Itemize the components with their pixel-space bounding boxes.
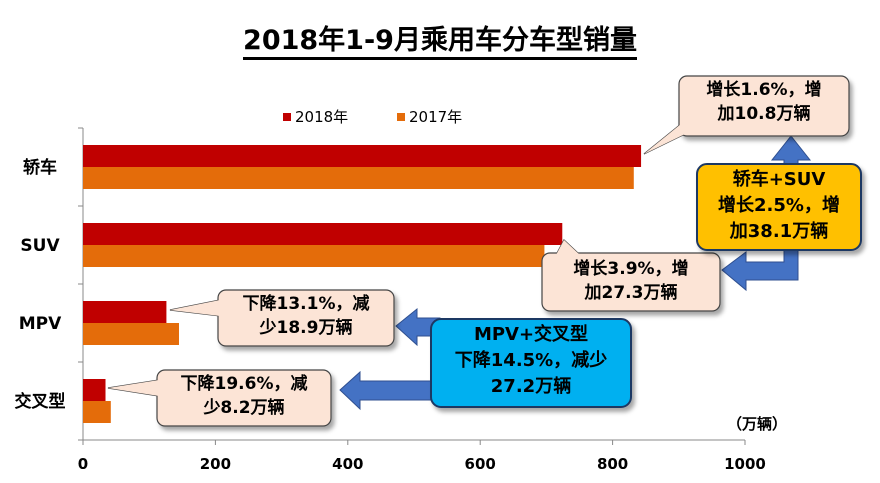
- bar-2017-1: [83, 245, 545, 267]
- chart-title: 2018年1-9月乘用车分车型销量: [0, 18, 880, 60]
- bar-2017-3: [83, 401, 111, 423]
- legend-item-2017: 2017年: [397, 106, 462, 127]
- bar-2018-2: [83, 301, 167, 323]
- callout-cross-shape: [107, 369, 332, 427]
- unit-label: （万辆）: [727, 415, 788, 433]
- arrow-left-cross: [339, 370, 441, 411]
- legend-item-2018: 2018年: [283, 106, 348, 127]
- legend-label-2017: 2017年: [409, 108, 463, 126]
- callout-suv-shape-box: [541, 252, 721, 312]
- callout-cross-shape-box: [156, 369, 332, 427]
- callout-sedan-shape-joint: [644, 124, 685, 154]
- x-tick-label: 400: [332, 455, 363, 473]
- callout-mpv: 下降13.1%，减 少18.9万辆: [242, 294, 370, 338]
- callout-suv-shape-joint: [556, 240, 580, 255]
- callout-mpv-shape-joint: [170, 300, 220, 316]
- bar-2017-0: [83, 167, 634, 189]
- summary-box-up: [696, 163, 862, 251]
- bar-2018-1: [83, 223, 563, 245]
- x-tick-label: 600: [465, 455, 496, 473]
- callout-mpv-shape: [169, 289, 395, 347]
- bar-2018-3: [83, 379, 106, 401]
- y-tick-label: 交叉型: [15, 391, 66, 412]
- callout-suv-shape: [541, 239, 721, 312]
- callout-mpv-shape-box: [217, 289, 395, 347]
- bar-2018-0: [83, 145, 642, 167]
- callout-sedan: 增长1.6%，增 加10.8万辆: [706, 80, 822, 124]
- y-tick-label: 轿车: [23, 157, 57, 178]
- x-tick-label: 200: [200, 455, 231, 473]
- callout-suv: 增长3.9%，增 加27.3万辆: [573, 259, 689, 303]
- x-tick-label: 0: [78, 455, 88, 473]
- x-tick-label: 800: [597, 455, 628, 473]
- callout-shapes: [107, 75, 862, 427]
- y-tick-label: SUV: [20, 236, 60, 256]
- callout-cross: 下降19.6%，减 少8.2万辆: [180, 374, 308, 418]
- y-tick-label: MPV: [19, 314, 62, 334]
- callout-sedan-suv-total: 轿车+SUV 增长2.5%，增 加38.1万辆: [718, 169, 840, 242]
- legend-label-2018: 2018年: [295, 108, 349, 126]
- x-tick-label: 1000: [724, 455, 766, 473]
- callout-sedan-shape-box: [678, 75, 850, 137]
- bar-2017-2: [83, 323, 179, 345]
- callout-mpv-cross-total: MPV+交叉型 下降14.5%，减少 27.2万辆: [454, 324, 608, 397]
- legend-swatch-2018: [283, 113, 291, 121]
- callout-sedan-shape: [643, 75, 850, 155]
- tick-labels: 0 200 400 600 800 1000 轿车 SUV MPV 交叉型: [15, 157, 766, 473]
- callout-cross-shape-joint: [108, 380, 159, 396]
- summary-box-down: [430, 318, 632, 408]
- legend-swatch-2017: [397, 113, 405, 121]
- bars: [83, 145, 642, 423]
